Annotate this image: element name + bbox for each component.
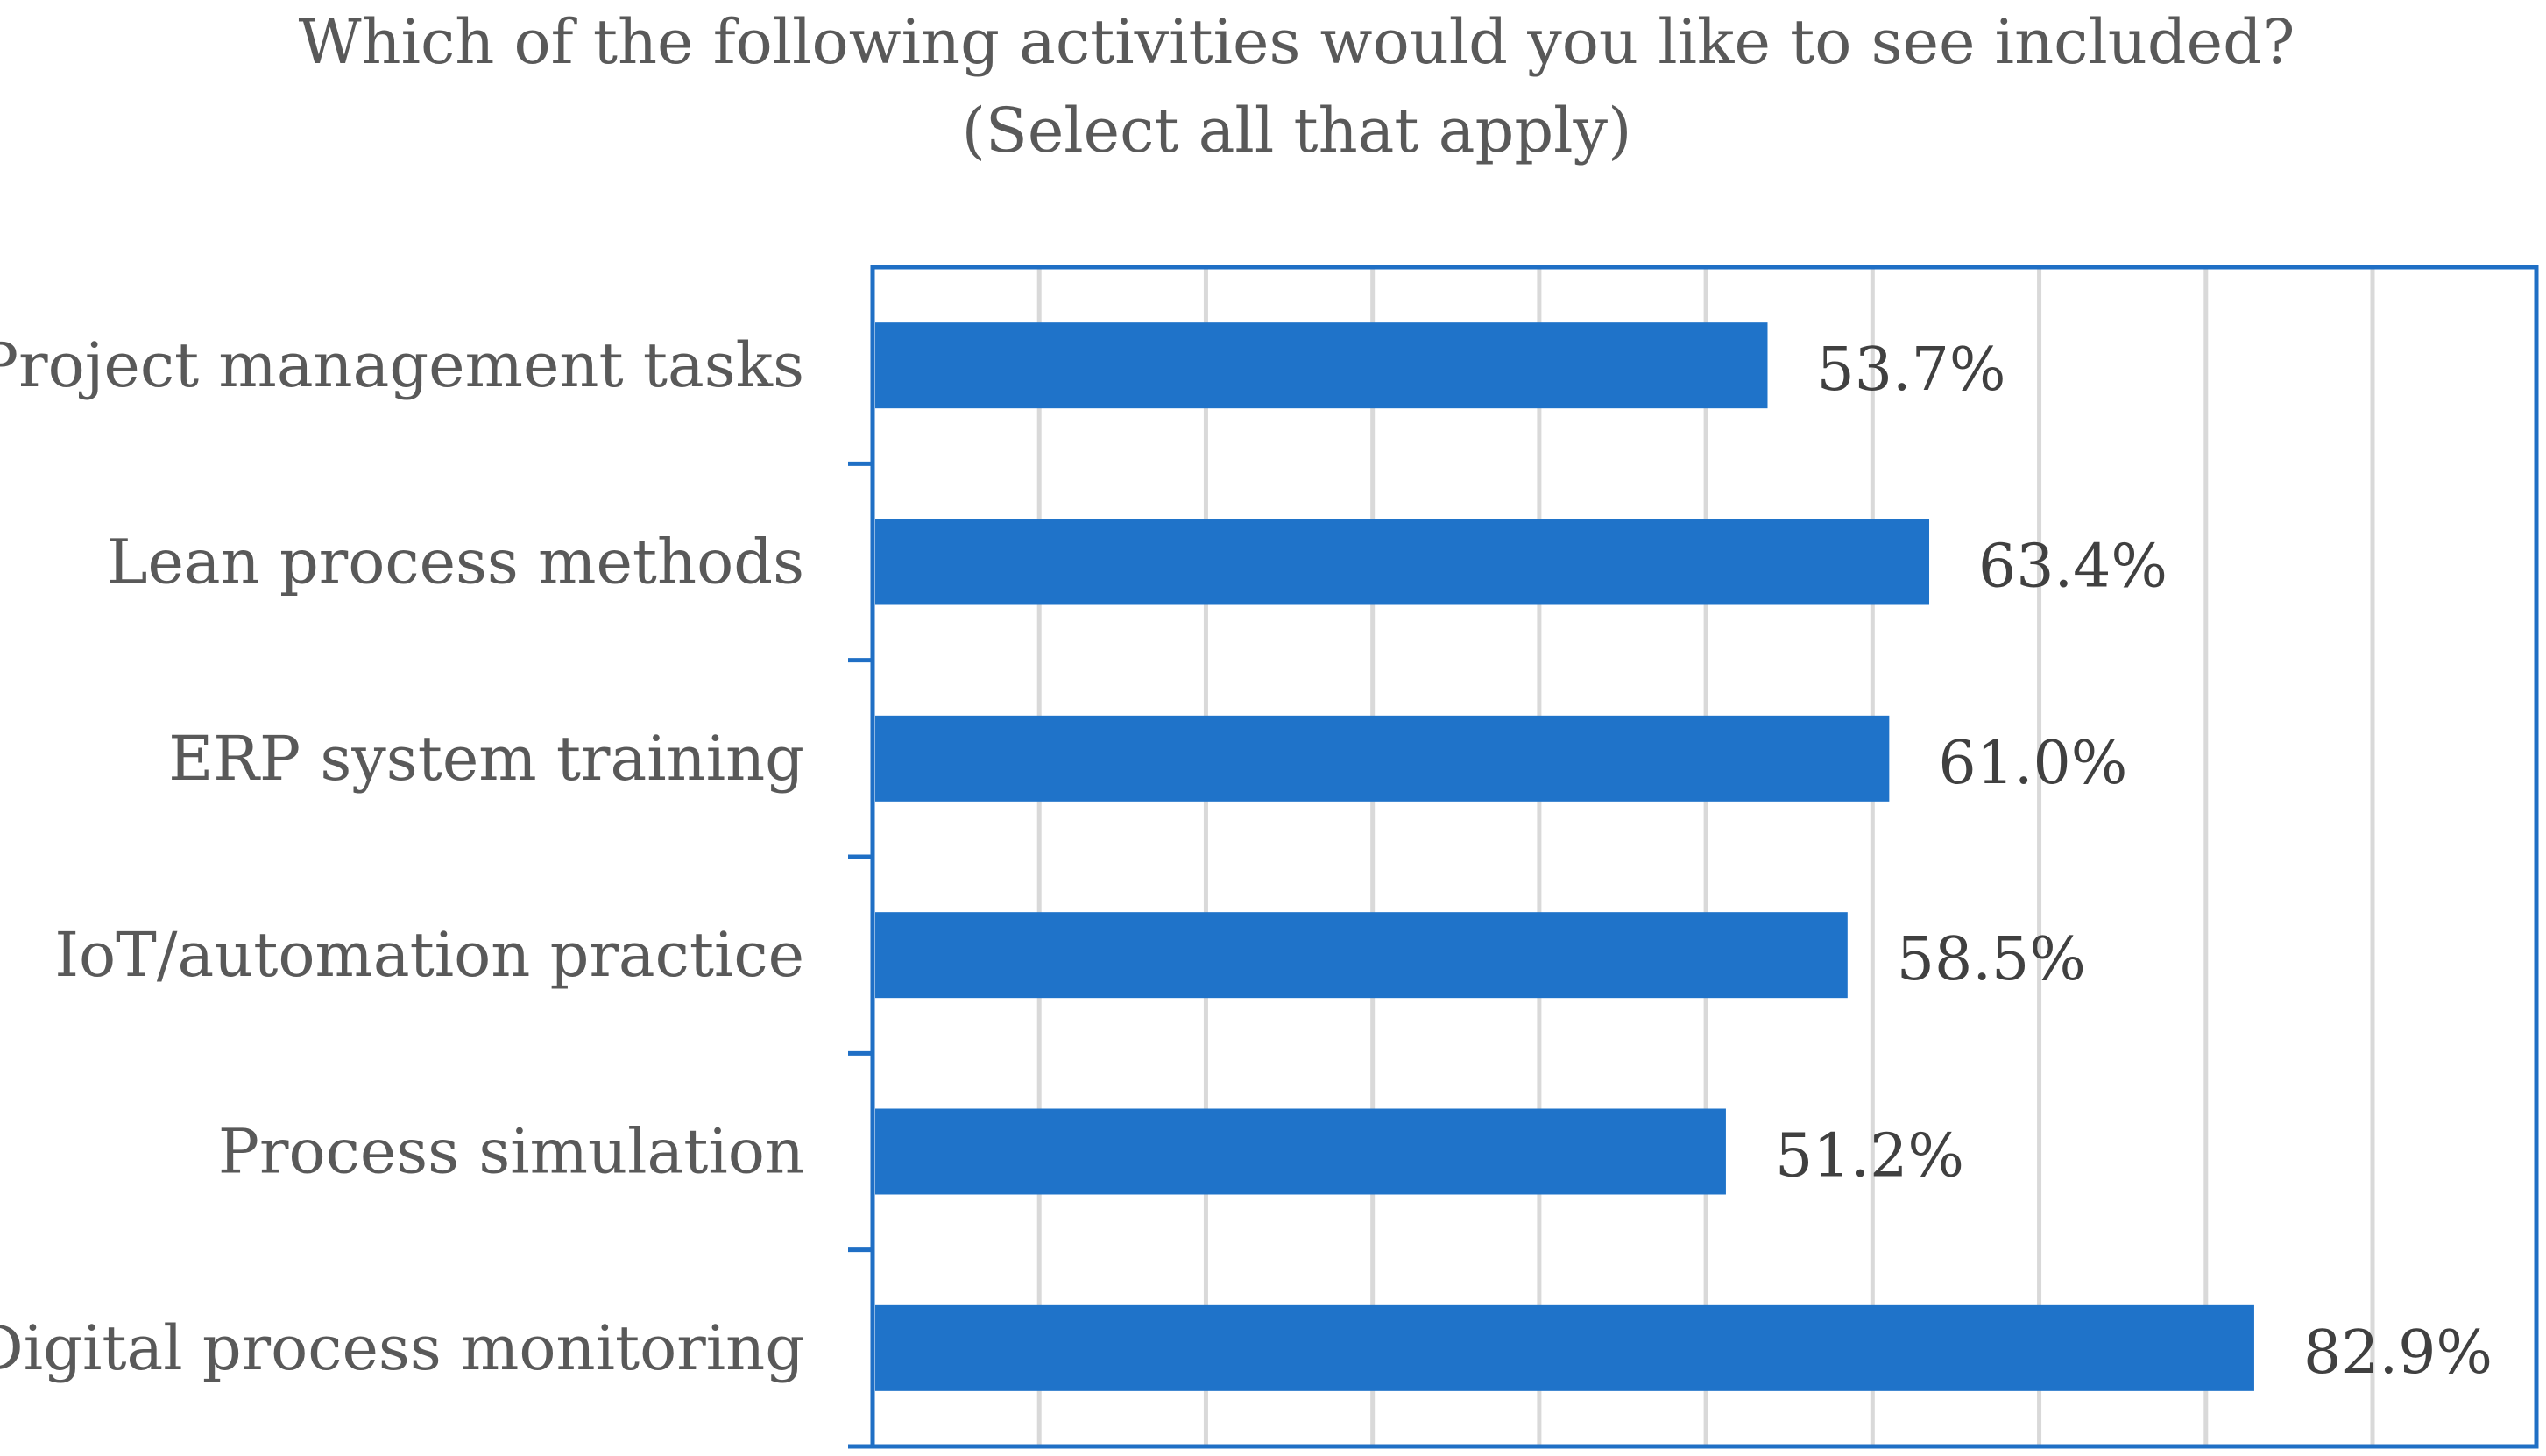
data-label: 53.7%: [1816, 336, 2005, 405]
chart-subtitle: (Select all that apply): [962, 95, 1632, 166]
axes: [848, 265, 2539, 1449]
data-labels: 53.7% 63.4% 61.0% 58.5% 51.2% 82.9%: [1775, 336, 2493, 1388]
bar: [875, 519, 1930, 605]
bar: [875, 1304, 2254, 1391]
bars: [875, 322, 2254, 1391]
chart-title: Which of the following activities would …: [299, 6, 2295, 78]
data-label: 51.2%: [1775, 1122, 1964, 1191]
bar: [875, 1108, 1726, 1195]
category-labels: Project management tasks Lean process met…: [0, 329, 804, 1384]
category-label: ERP system training: [168, 723, 804, 795]
bar: [875, 322, 1768, 409]
category-label: Project management tasks: [0, 329, 804, 401]
data-label: 58.5%: [1897, 925, 2086, 994]
category-label: Lean process methods: [107, 527, 804, 598]
data-label: 63.4%: [1978, 533, 2168, 602]
category-label: Process simulation: [218, 1116, 804, 1188]
gridlines: [1036, 267, 2375, 1446]
bar: [875, 912, 1848, 999]
data-label: 61.0%: [1938, 729, 2127, 798]
bar: [875, 715, 1890, 802]
category-label: Digital process monitoring: [0, 1312, 804, 1384]
data-label: 82.9%: [2303, 1318, 2493, 1388]
category-label: IoT/automation practice: [54, 919, 804, 991]
